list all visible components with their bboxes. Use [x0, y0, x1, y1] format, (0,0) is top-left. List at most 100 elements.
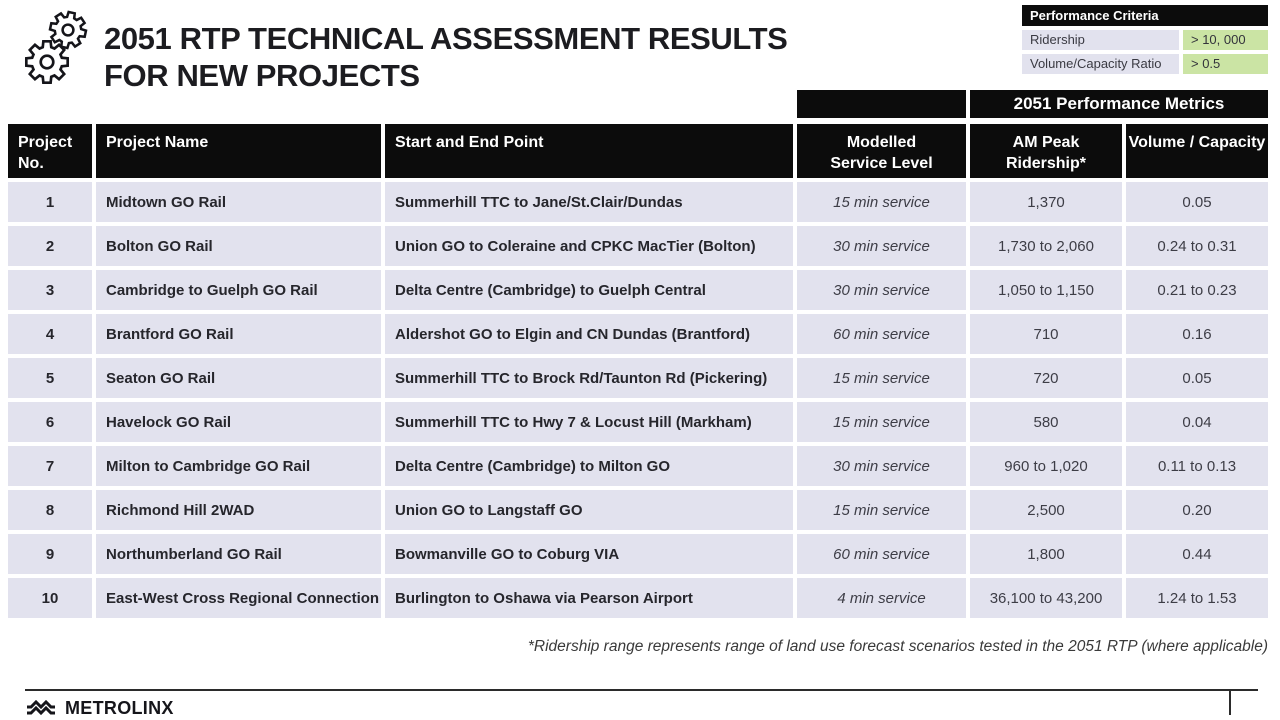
- col-header-ridership: AM Peak Ridership*: [970, 124, 1122, 178]
- project-name-cell: Northumberland GO Rail: [96, 534, 381, 574]
- page-title-line2: FOR NEW PROJECTS: [104, 58, 420, 93]
- service-level-cell: 4 min service: [797, 578, 966, 618]
- volume-capacity-cell: 0.16: [1126, 314, 1268, 354]
- ridership-cell: 36,100 to 43,200: [970, 578, 1122, 618]
- service-level-cell: 60 min service: [797, 314, 966, 354]
- start-end-cell: Union GO to Langstaff GO: [385, 490, 793, 530]
- ridership-cell: 1,050 to 1,150: [970, 270, 1122, 310]
- metrolinx-logo: METROLINX: [25, 698, 174, 719]
- start-end-cell: Burlington to Oshawa via Pearson Airport: [385, 578, 793, 618]
- table-row: 3 Cambridge to Guelph GO Rail Delta Cent…: [8, 270, 1268, 310]
- col-header-service-level: Modelled Service Level: [797, 124, 966, 178]
- col-header-project-no: Project No.: [8, 124, 92, 178]
- volume-capacity-cell: 0.21 to 0.23: [1126, 270, 1268, 310]
- ridership-cell: 1,730 to 2,060: [970, 226, 1122, 266]
- footer-page-divider: [1229, 689, 1231, 715]
- project-no-cell: 6: [8, 402, 92, 442]
- project-no-cell: 1: [8, 182, 92, 222]
- table-row: 5 Seaton GO Rail Summerhill TTC to Brock…: [8, 358, 1268, 398]
- footnote: *Ridership range represents range of lan…: [527, 638, 1268, 655]
- table-row: 8 Richmond Hill 2WAD Union GO to Langsta…: [8, 490, 1268, 530]
- criteria-label: Ridership: [1022, 30, 1179, 50]
- criteria-value: > 10, 000: [1183, 30, 1268, 50]
- ridership-cell: 1,800: [970, 534, 1122, 574]
- metrolinx-wordmark: METROLINX: [65, 698, 174, 718]
- criteria-value: > 0.5: [1183, 54, 1268, 74]
- gears-icon: [25, 8, 90, 84]
- page-title: 2051 RTP TECHNICAL ASSESSMENT RESULTS FO…: [104, 20, 824, 94]
- table-row: 6 Havelock GO Rail Summerhill TTC to Hwy…: [8, 402, 1268, 442]
- performance-criteria-box: Performance Criteria Ridership > 10, 000…: [1022, 5, 1268, 78]
- table-row: 2 Bolton GO Rail Union GO to Coleraine a…: [8, 226, 1268, 266]
- volume-capacity-cell: 0.24 to 0.31: [1126, 226, 1268, 266]
- project-name-cell: Milton to Cambridge GO Rail: [96, 446, 381, 486]
- volume-capacity-cell: 0.05: [1126, 358, 1268, 398]
- project-name-cell: Seaton GO Rail: [96, 358, 381, 398]
- project-name-cell: Cambridge to Guelph GO Rail: [96, 270, 381, 310]
- col-header-start-end: Start and End Point: [385, 124, 793, 178]
- performance-metrics-span-header: 2051 Performance Metrics: [970, 90, 1268, 118]
- footer-divider: [25, 689, 1258, 691]
- table-body: 1 Midtown GO Rail Summerhill TTC to Jane…: [8, 182, 1268, 618]
- volume-capacity-cell: 0.44: [1126, 534, 1268, 574]
- service-level-cell: 15 min service: [797, 182, 966, 222]
- criteria-label: Volume/Capacity Ratio: [1022, 54, 1179, 74]
- criteria-header: Performance Criteria: [1022, 5, 1268, 26]
- volume-capacity-cell: 1.24 to 1.53: [1126, 578, 1268, 618]
- volume-capacity-cell: 0.11 to 0.13: [1126, 446, 1268, 486]
- project-no-cell: 3: [8, 270, 92, 310]
- volume-capacity-cell: 0.20: [1126, 490, 1268, 530]
- project-no-cell: 10: [8, 578, 92, 618]
- project-no-cell: 2: [8, 226, 92, 266]
- project-name-cell: East-West Cross Regional Connection: [96, 578, 381, 618]
- metrolinx-mark-icon: [27, 699, 55, 715]
- project-no-cell: 5: [8, 358, 92, 398]
- table-row: 1 Midtown GO Rail Summerhill TTC to Jane…: [8, 182, 1268, 222]
- project-no-cell: 4: [8, 314, 92, 354]
- table-header-row: Project No. Project Name Start and End P…: [8, 124, 1268, 178]
- table-row: 9 Northumberland GO Rail Bowmanville GO …: [8, 534, 1268, 574]
- start-end-cell: Bowmanville GO to Coburg VIA: [385, 534, 793, 574]
- service-level-cell: 30 min service: [797, 226, 966, 266]
- service-level-cell: 15 min service: [797, 402, 966, 442]
- ridership-cell: 580: [970, 402, 1122, 442]
- project-name-cell: Brantford GO Rail: [96, 314, 381, 354]
- volume-capacity-cell: 0.05: [1126, 182, 1268, 222]
- project-no-cell: 8: [8, 490, 92, 530]
- service-level-cell: 15 min service: [797, 358, 966, 398]
- page-title-line1: 2051 RTP TECHNICAL ASSESSMENT RESULTS: [104, 21, 788, 56]
- start-end-cell: Summerhill TTC to Hwy 7 & Locust Hill (M…: [385, 402, 793, 442]
- start-end-cell: Delta Centre (Cambridge) to Guelph Centr…: [385, 270, 793, 310]
- ridership-cell: 1,370: [970, 182, 1122, 222]
- service-level-cell: 15 min service: [797, 490, 966, 530]
- ridership-cell: 710: [970, 314, 1122, 354]
- criteria-row: Volume/Capacity Ratio > 0.5: [1022, 54, 1268, 74]
- col-header-project-name: Project Name: [96, 124, 381, 178]
- table-row: 7 Milton to Cambridge GO Rail Delta Cent…: [8, 446, 1268, 486]
- service-level-cell: 30 min service: [797, 270, 966, 310]
- start-end-cell: Summerhill TTC to Jane/St.Clair/Dundas: [385, 182, 793, 222]
- project-name-cell: Richmond Hill 2WAD: [96, 490, 381, 530]
- project-name-cell: Midtown GO Rail: [96, 182, 381, 222]
- volume-capacity-cell: 0.04: [1126, 402, 1268, 442]
- project-no-cell: 7: [8, 446, 92, 486]
- table-row: 10 East-West Cross Regional Connection B…: [8, 578, 1268, 618]
- project-name-cell: Bolton GO Rail: [96, 226, 381, 266]
- criteria-row: Ridership > 10, 000: [1022, 30, 1268, 50]
- service-level-cell: 60 min service: [797, 534, 966, 574]
- ridership-cell: 2,500: [970, 490, 1122, 530]
- table-row: 4 Brantford GO Rail Aldershot GO to Elgi…: [8, 314, 1268, 354]
- start-end-cell: Delta Centre (Cambridge) to Milton GO: [385, 446, 793, 486]
- ridership-cell: 720: [970, 358, 1122, 398]
- start-end-cell: Union GO to Coleraine and CPKC MacTier (…: [385, 226, 793, 266]
- ridership-cell: 960 to 1,020: [970, 446, 1122, 486]
- col-header-volume-capacity: Volume / Capacity: [1126, 124, 1268, 178]
- service-level-span-box: [797, 90, 966, 118]
- project-no-cell: 9: [8, 534, 92, 574]
- assessment-table: Project No. Project Name Start and End P…: [8, 124, 1268, 622]
- start-end-cell: Aldershot GO to Elgin and CN Dundas (Bra…: [385, 314, 793, 354]
- start-end-cell: Summerhill TTC to Brock Rd/Taunton Rd (P…: [385, 358, 793, 398]
- project-name-cell: Havelock GO Rail: [96, 402, 381, 442]
- service-level-cell: 30 min service: [797, 446, 966, 486]
